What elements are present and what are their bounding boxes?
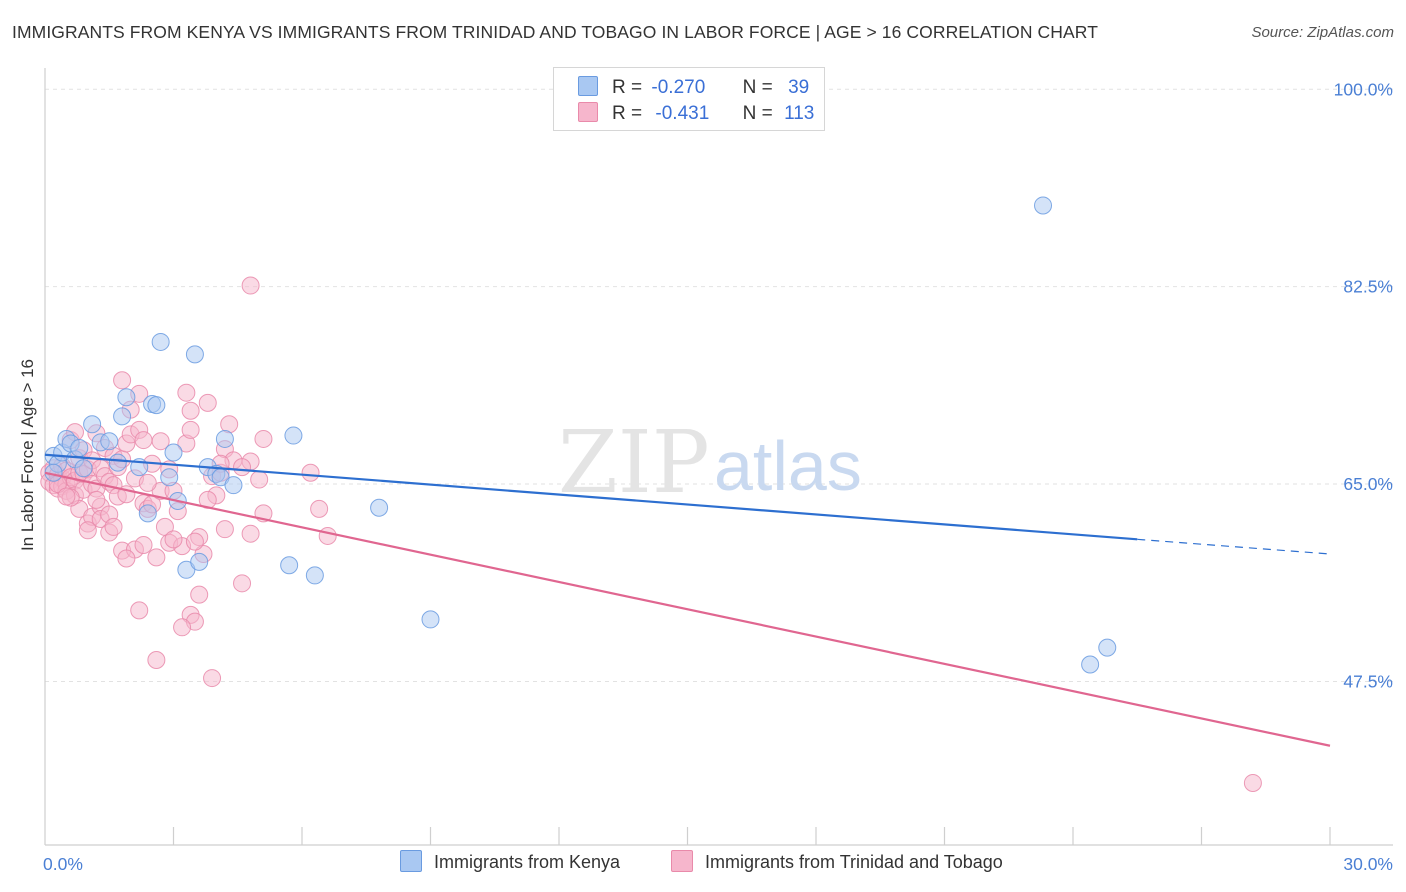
tt-point bbox=[215, 520, 234, 539]
tt-n-value: 113 bbox=[784, 103, 815, 124]
kenya-point bbox=[215, 429, 234, 448]
kenya-point bbox=[224, 476, 243, 495]
y-axis-label: In Labor Force | Age > 16 bbox=[18, 358, 37, 552]
tt-legend-label: Immigrants from Trinidad and Tobago bbox=[705, 852, 1003, 872]
tt-point bbox=[130, 601, 149, 620]
legend-item-tt[interactable]: Immigrants from Trinidad and Tobago bbox=[671, 850, 1003, 873]
kenya-n-label: N = bbox=[742, 77, 773, 98]
tt-swatch bbox=[578, 102, 598, 122]
gridlines bbox=[45, 88, 1393, 682]
tt-point bbox=[254, 429, 273, 448]
kenya-point bbox=[117, 388, 136, 407]
x-tick-labels: 0.0% 30.0% bbox=[43, 854, 1393, 874]
tt-point bbox=[241, 276, 260, 295]
kenya-point bbox=[147, 396, 166, 415]
tt-point bbox=[318, 526, 337, 545]
kenya-point bbox=[138, 504, 157, 523]
y-tick-label: 47.5% bbox=[1343, 671, 1393, 691]
stats-legend: R = -0.270 N = 39 R = -0.431 N = 113 bbox=[553, 67, 825, 131]
tt-point bbox=[181, 401, 200, 420]
kenya-point bbox=[1098, 638, 1117, 657]
kenya-point bbox=[185, 345, 204, 364]
tt-point bbox=[78, 521, 97, 540]
kenya-trend-line bbox=[44, 453, 1138, 541]
tt-point bbox=[147, 548, 166, 567]
kenya-point bbox=[284, 426, 303, 445]
x-tick-label: 0.0% bbox=[43, 854, 83, 874]
tt-point bbox=[164, 530, 183, 549]
tt-point bbox=[113, 371, 132, 390]
tt-point bbox=[233, 458, 252, 477]
kenya-legend-label: Immigrants from Kenya bbox=[434, 852, 621, 872]
tt-point bbox=[138, 473, 157, 492]
tt-point bbox=[310, 499, 329, 518]
tt-point bbox=[241, 524, 260, 543]
tt-r-label: R = bbox=[612, 103, 643, 124]
kenya-point bbox=[70, 438, 89, 457]
kenya-point bbox=[160, 468, 179, 487]
watermark-atlas: atlas bbox=[714, 427, 862, 505]
tt-point bbox=[134, 535, 153, 554]
kenya-point bbox=[74, 459, 93, 478]
legend-item-kenya[interactable]: Immigrants from Kenya bbox=[400, 850, 620, 873]
tt-point bbox=[57, 487, 76, 506]
source-label: Source: ZipAtlas.com bbox=[1251, 24, 1394, 41]
y-tick-label: 65.0% bbox=[1343, 474, 1393, 494]
kenya-point bbox=[1081, 655, 1100, 674]
tt-legend-swatch bbox=[671, 850, 693, 872]
kenya-point bbox=[151, 332, 170, 351]
tt-point bbox=[181, 420, 200, 439]
kenya-point bbox=[108, 453, 127, 472]
tt-point bbox=[87, 490, 106, 509]
kenya-point bbox=[100, 432, 119, 451]
kenya-point bbox=[177, 560, 196, 579]
y-tick-label: 82.5% bbox=[1343, 277, 1393, 297]
legend-row-kenya: R = -0.270 N = 39 bbox=[578, 76, 809, 100]
tt-point bbox=[151, 432, 170, 451]
tt-point bbox=[117, 549, 136, 568]
trend-lines bbox=[44, 453, 1331, 747]
tt-point bbox=[190, 585, 209, 604]
kenya-point bbox=[421, 610, 440, 629]
tt-point bbox=[177, 383, 196, 402]
tt-point bbox=[203, 669, 222, 688]
chart-title: IMMIGRANTS FROM KENYA VS IMMIGRANTS FROM… bbox=[12, 22, 1099, 42]
kenya-points bbox=[44, 196, 1117, 674]
kenya-trend-extension bbox=[1137, 538, 1331, 555]
kenya-point bbox=[280, 556, 299, 575]
tt-point bbox=[185, 532, 204, 551]
kenya-point bbox=[1034, 196, 1053, 215]
legend-row-tt: R = -0.431 N = 113 bbox=[578, 102, 814, 126]
kenya-point bbox=[83, 415, 102, 434]
kenya-r-label: R = bbox=[612, 77, 643, 98]
kenya-point bbox=[113, 407, 132, 426]
kenya-swatch bbox=[578, 76, 598, 96]
kenya-legend-swatch bbox=[400, 850, 422, 872]
tt-r-value: -0.431 bbox=[655, 103, 710, 124]
tt-n-label: N = bbox=[742, 103, 773, 124]
y-tick-labels: 47.5% 65.0% 82.5% 100.0% bbox=[1334, 79, 1393, 691]
kenya-n-value: 39 bbox=[788, 77, 810, 98]
watermark: ZIP atlas bbox=[558, 413, 862, 513]
tt-point bbox=[233, 574, 252, 593]
tt-point bbox=[104, 517, 123, 536]
tt-point bbox=[134, 431, 153, 450]
tt-point bbox=[198, 393, 217, 412]
kenya-r-value: -0.270 bbox=[651, 77, 706, 98]
kenya-point bbox=[370, 498, 389, 517]
tt-point bbox=[173, 618, 192, 637]
kenya-point bbox=[190, 552, 209, 571]
tt-trend-line bbox=[44, 471, 1331, 747]
tt-point bbox=[250, 470, 269, 489]
x-tick-label: 30.0% bbox=[1343, 854, 1393, 874]
y-tick-label: 100.0% bbox=[1334, 79, 1393, 99]
watermark-zip: ZIP bbox=[558, 413, 710, 513]
tt-point bbox=[1243, 773, 1262, 792]
kenya-point bbox=[164, 443, 183, 462]
tt-point bbox=[301, 463, 320, 482]
tt-point bbox=[147, 651, 166, 670]
kenya-point bbox=[305, 566, 324, 585]
